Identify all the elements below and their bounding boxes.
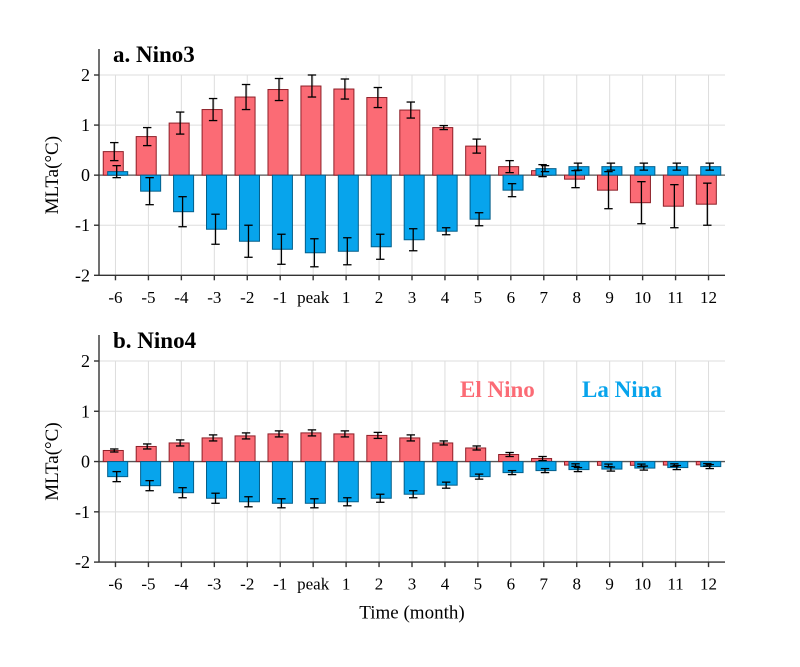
svg-text:9: 9 bbox=[605, 575, 614, 594]
svg-text:12: 12 bbox=[700, 288, 717, 307]
svg-text:-5: -5 bbox=[141, 575, 155, 594]
svg-text:1: 1 bbox=[81, 401, 90, 421]
svg-text:2: 2 bbox=[375, 575, 384, 594]
svg-text:2: 2 bbox=[375, 288, 384, 307]
svg-text:b. Nino4: b. Nino4 bbox=[113, 328, 197, 353]
svg-text:a. Nino3: a. Nino3 bbox=[113, 42, 195, 67]
svg-text:La Nina: La Nina bbox=[582, 377, 662, 402]
svg-text:4: 4 bbox=[441, 575, 450, 594]
svg-text:3: 3 bbox=[408, 288, 417, 307]
svg-text:10: 10 bbox=[634, 575, 651, 594]
svg-text:5: 5 bbox=[474, 575, 483, 594]
svg-text:1: 1 bbox=[81, 115, 90, 135]
svg-text:0: 0 bbox=[81, 452, 90, 472]
svg-text:8: 8 bbox=[572, 575, 581, 594]
svg-text:-2: -2 bbox=[240, 575, 254, 594]
svg-text:6: 6 bbox=[507, 288, 516, 307]
svg-text:9: 9 bbox=[605, 288, 614, 307]
svg-text:2: 2 bbox=[81, 65, 90, 85]
svg-text:-1: -1 bbox=[75, 215, 90, 235]
svg-text:peak: peak bbox=[297, 575, 330, 594]
svg-text:12: 12 bbox=[700, 575, 717, 594]
svg-text:peak: peak bbox=[297, 288, 330, 307]
svg-text:-2: -2 bbox=[75, 552, 90, 572]
svg-text:-3: -3 bbox=[207, 288, 221, 307]
svg-text:7: 7 bbox=[540, 288, 549, 307]
svg-text:1: 1 bbox=[342, 575, 351, 594]
svg-text:MLTa(°C): MLTa(°C) bbox=[42, 422, 63, 500]
svg-text:-1: -1 bbox=[273, 575, 287, 594]
svg-text:0: 0 bbox=[81, 165, 90, 185]
svg-text:-1: -1 bbox=[273, 288, 287, 307]
svg-text:2: 2 bbox=[81, 351, 90, 371]
svg-text:El Nino: El Nino bbox=[460, 377, 535, 402]
svg-text:-6: -6 bbox=[108, 288, 122, 307]
svg-text:11: 11 bbox=[667, 575, 683, 594]
svg-text:10: 10 bbox=[634, 288, 651, 307]
svg-text:1: 1 bbox=[342, 288, 351, 307]
svg-text:MLTa(°C): MLTa(°C) bbox=[42, 136, 63, 214]
svg-text:8: 8 bbox=[572, 288, 581, 307]
svg-text:5: 5 bbox=[474, 288, 483, 307]
svg-text:-4: -4 bbox=[174, 575, 189, 594]
svg-text:11: 11 bbox=[667, 288, 683, 307]
svg-text:-1: -1 bbox=[75, 502, 90, 522]
svg-text:-2: -2 bbox=[240, 288, 254, 307]
svg-text:Time (month): Time (month) bbox=[359, 603, 464, 624]
svg-text:-6: -6 bbox=[108, 575, 122, 594]
svg-text:-2: -2 bbox=[75, 265, 90, 285]
svg-text:-3: -3 bbox=[207, 575, 221, 594]
svg-text:7: 7 bbox=[540, 575, 549, 594]
svg-text:6: 6 bbox=[507, 575, 516, 594]
svg-text:-5: -5 bbox=[141, 288, 155, 307]
svg-text:-4: -4 bbox=[174, 288, 189, 307]
svg-text:3: 3 bbox=[408, 575, 417, 594]
svg-text:4: 4 bbox=[441, 288, 450, 307]
